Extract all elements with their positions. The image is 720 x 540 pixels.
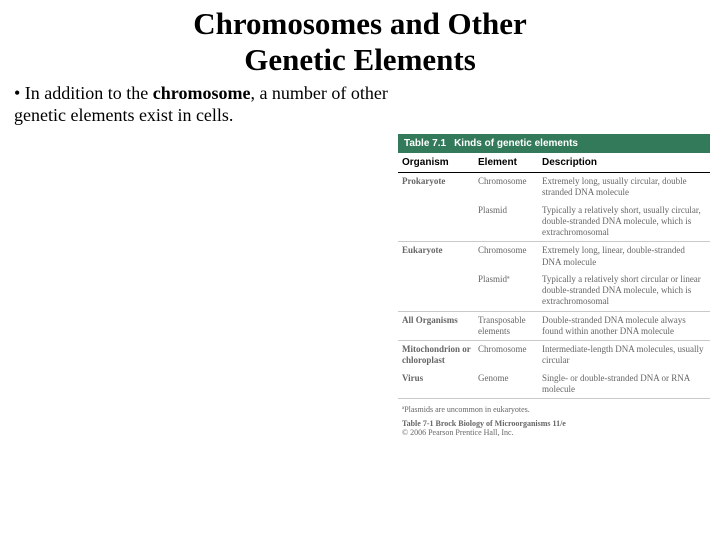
- cell-description: Extremely long, linear, double-stranded …: [542, 245, 710, 268]
- cell-organism: All Organisms: [402, 315, 478, 338]
- cell-description: Typically a relatively short, usually ci…: [542, 205, 710, 239]
- table-row: Plasmidª Typically a relatively short ci…: [398, 271, 710, 312]
- cell-element: Chromosome: [478, 245, 542, 268]
- table-footnotes: ªPlasmids are uncommon in eukaryotes. Ta…: [398, 399, 710, 438]
- cell-element: Genome: [478, 373, 542, 396]
- cell-element: Plasmidª: [478, 274, 542, 308]
- cell-description: Single- or double-stranded DNA or RNA mo…: [542, 373, 710, 396]
- table-row: All Organisms Transposable elements Doub…: [398, 312, 710, 342]
- cell-element: Chromosome: [478, 344, 542, 367]
- genetic-elements-table: Table 7.1 Kinds of genetic elements Organ…: [398, 134, 710, 438]
- table-column-headers: Organism Element Description: [398, 153, 710, 173]
- footnote-copyright: © 2006 Pearson Prentice Hall, Inc.: [402, 428, 710, 438]
- table-row: Mitochondrion or chloroplast Chromosome …: [398, 341, 710, 370]
- table-row: Eukaryote Chromosome Extremely long, lin…: [398, 242, 710, 271]
- table-title: Kinds of genetic elements: [454, 138, 578, 149]
- cell-description: Extremely long, usually circular, double…: [542, 176, 710, 199]
- cell-organism: Eukaryote: [402, 245, 478, 268]
- bullet-bold: chromosome: [153, 83, 251, 103]
- footnote-source: Table 7-1 Brock Biology of Microorganism…: [402, 419, 710, 429]
- cell-organism: Mitochondrion or chloroplast: [402, 344, 478, 367]
- cell-organism: [402, 205, 478, 239]
- cell-organism: Virus: [402, 373, 478, 396]
- cell-description: Intermediate-length DNA molecules, usual…: [542, 344, 710, 367]
- table-row: Prokaryote Chromosome Extremely long, us…: [398, 173, 710, 202]
- cell-description: Typically a relatively short circular or…: [542, 274, 710, 308]
- cell-organism: Prokaryote: [402, 176, 478, 199]
- title-line-2: Genetic Elements: [0, 42, 720, 78]
- cell-organism: [402, 274, 478, 308]
- cell-element: Transposable elements: [478, 315, 542, 338]
- bullet-block: • In addition to the chromosome, a numbe…: [0, 77, 400, 126]
- slide-title: Chromosomes and Other Genetic Elements: [0, 0, 720, 77]
- table-row: Plasmid Typically a relatively short, us…: [398, 202, 710, 243]
- bullet-prefix: • In addition to the: [14, 83, 153, 103]
- col-description: Description: [542, 157, 710, 168]
- footnote-plasmids: ªPlasmids are uncommon in eukaryotes.: [402, 405, 710, 415]
- col-organism: Organism: [402, 157, 478, 168]
- cell-element: Plasmid: [478, 205, 542, 239]
- table-header-bar: Table 7.1 Kinds of genetic elements: [398, 134, 710, 153]
- table-row: Virus Genome Single- or double-stranded …: [398, 370, 710, 400]
- cell-element: Chromosome: [478, 176, 542, 199]
- title-line-1: Chromosomes and Other: [0, 6, 720, 42]
- table-number: Table 7.1: [404, 138, 446, 149]
- cell-description: Double-stranded DNA molecule always foun…: [542, 315, 710, 338]
- col-element: Element: [478, 157, 542, 168]
